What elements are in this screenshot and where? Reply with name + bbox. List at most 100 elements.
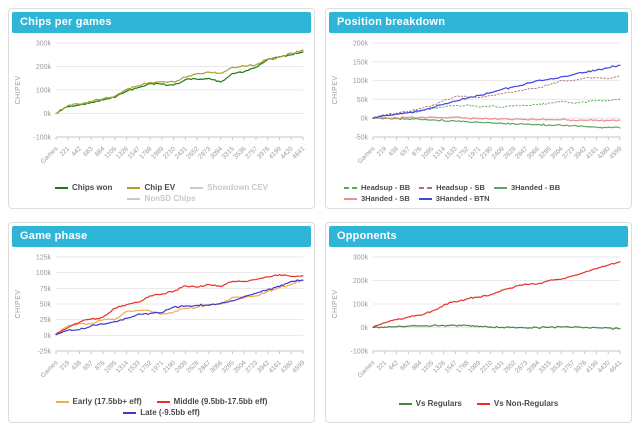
svg-text:100k: 100k: [353, 78, 369, 85]
legend-item-3handed-bb[interactable]: 3Handed - BB: [493, 183, 561, 192]
legend-swatch-3handed-bb: [493, 186, 507, 189]
svg-text:75k: 75k: [40, 286, 52, 293]
legend-item-showdown-cev[interactable]: Showdown CEV: [190, 183, 268, 192]
legend-swatch-vs-regulars: [398, 402, 412, 405]
svg-text:219: 219: [59, 359, 72, 372]
legend-label-vs-non-regulars: Vs Non-Regulars: [493, 399, 559, 408]
svg-text:CHIPEV: CHIPEV: [15, 289, 22, 318]
legend-swatch-early-17-5bb-eff: [55, 400, 69, 403]
legend-item-chip-ev[interactable]: Chip EV: [127, 183, 175, 192]
svg-text:4599: 4599: [291, 359, 306, 374]
legend-label-vs-regulars: Vs Regulars: [415, 399, 462, 408]
series-line-late-9-5bb-eff: [55, 279, 304, 336]
legend-label-chips-won: Chips won: [71, 183, 113, 192]
legend-swatch-chips-won: [54, 186, 68, 189]
chips-per-games-chart: 300k 200k 100k 0k -100k CHIPEV Games 221 442 663 8…: [11, 36, 312, 183]
panel-title: Opponents: [337, 230, 397, 242]
series-line-chips-won: [55, 51, 304, 115]
svg-text:221: 221: [376, 359, 389, 372]
game-phase-legend: Early (17.5bb+ eff) Middle (9.5bb-17.5bb …: [9, 397, 314, 422]
svg-text:200k: 200k: [353, 278, 369, 285]
svg-text:657: 657: [82, 359, 95, 372]
svg-text:-25k: -25k: [37, 349, 51, 356]
panel-title: Chips per games: [20, 16, 112, 28]
series-line-headsup-bb: [372, 98, 621, 120]
svg-text:100k: 100k: [353, 302, 369, 309]
legend-swatch-headsup-sb: [419, 186, 433, 189]
svg-text:442: 442: [387, 359, 400, 372]
svg-text:CHIPEV: CHIPEV: [15, 75, 22, 104]
position-breakdown-chart: 200k 150k 100k 50k 0k -50k CHIPEV Games 219 438 65…: [328, 36, 629, 183]
legend-item-early-17-5bb-eff[interactable]: Early (17.5bb+ eff): [55, 397, 142, 406]
legend-label-3handed-sb: 3Handed - SB: [361, 194, 410, 203]
legend-item-3handed-sb[interactable]: 3Handed - SB: [344, 194, 410, 203]
series-line-early-17-5bb-eff: [55, 279, 304, 335]
svg-text:663: 663: [399, 359, 412, 372]
legend-label-chip-ev: Chip EV: [144, 183, 176, 192]
svg-text:125k: 125k: [36, 255, 52, 262]
svg-text:25k: 25k: [40, 317, 52, 324]
svg-text:Games: Games: [40, 359, 60, 379]
legend-item-3handed-btn[interactable]: 3Handed - BTN: [418, 194, 490, 203]
series-line-chip-ev: [55, 49, 304, 115]
legend-label-headsup-bb: Headsup - BB: [361, 183, 411, 192]
svg-text:-50k: -50k: [354, 135, 368, 142]
series-line-3handed-bb: [372, 117, 621, 129]
legend-label-nonsd-chips: NonSD Chips: [144, 194, 196, 203]
legend-item-middle-9-5bb-17-5bb-eff[interactable]: Middle (9.5bb-17.5bb eff): [156, 397, 268, 406]
opponents-chart: 300k 200k 100k 0k -100k CHIPEV Games 221 442 663 8…: [328, 250, 629, 399]
legend-swatch-showdown-cev: [190, 186, 204, 189]
svg-text:200k: 200k: [36, 64, 52, 71]
legend-item-vs-non-regulars[interactable]: Vs Non-Regulars: [476, 399, 559, 408]
panel-game-phase: Game phase 125k 100k 75k 50k 25k 0k -25k CHIPEV…: [8, 222, 315, 423]
legend-item-vs-regulars[interactable]: Vs Regulars: [398, 399, 462, 408]
legend-item-nonsd-chips[interactable]: NonSD Chips: [127, 194, 196, 203]
legend-label-early-17-5bb-eff: Early (17.5bb+ eff): [72, 397, 142, 406]
series-line-3handed-sb: [372, 116, 621, 122]
legend-label-showdown-cev: Showdown CEV: [207, 183, 268, 192]
legend-item-chips-won[interactable]: Chips won: [54, 183, 113, 192]
svg-text:0k: 0k: [44, 333, 52, 340]
game-phase-chart: 125k 100k 75k 50k 25k 0k -25k CHIPEV Games 219 438…: [11, 250, 312, 397]
panel-header: Opponents: [329, 226, 628, 247]
series-line-vs-non-regulars: [372, 261, 621, 329]
panel-opponents: Opponents 300k 200k 100k 0k -100k CHIPEV Games…: [325, 222, 632, 423]
legend-item-headsup-sb[interactable]: Headsup - SB: [419, 183, 485, 192]
svg-text:657: 657: [399, 145, 412, 158]
svg-text:150k: 150k: [353, 59, 369, 66]
legend-label-late-9-5bb-eff: Late (-9.5bb eff): [140, 408, 200, 417]
legend-label-middle-9-5bb-17-5bb-eff: Middle (9.5bb-17.5bb eff): [173, 397, 268, 406]
svg-text:663: 663: [82, 145, 95, 158]
svg-text:CHIPEV: CHIPEV: [332, 75, 339, 104]
svg-text:4641: 4641: [291, 145, 306, 160]
svg-text:4599: 4599: [608, 145, 623, 160]
svg-text:0k: 0k: [361, 116, 369, 123]
panel-title: Position breakdown: [337, 16, 446, 28]
series-line-3handed-btn: [372, 64, 621, 119]
legend-item-headsup-bb[interactable]: Headsup - BB: [344, 183, 410, 192]
svg-text:50k: 50k: [40, 302, 52, 309]
series-line-middle-9-5bb-17-5bb-eff: [55, 273, 304, 335]
svg-text:438: 438: [70, 359, 83, 372]
svg-text:CHIPEV: CHIPEV: [332, 289, 339, 318]
legend-label-3handed-bb: 3Handed - BB: [510, 183, 561, 192]
svg-text:0k: 0k: [361, 325, 369, 332]
legend-item-late-9-5bb-eff[interactable]: Late (-9.5bb eff): [123, 408, 200, 417]
svg-text:219: 219: [376, 145, 389, 158]
svg-text:-100k: -100k: [33, 135, 51, 142]
svg-text:442: 442: [70, 145, 83, 158]
svg-text:50k: 50k: [357, 97, 369, 104]
chart-canvas: 200k 150k 100k 50k 0k -50k CHIPEV Games 219 438 65…: [332, 41, 624, 166]
svg-text:300k: 300k: [353, 255, 369, 262]
svg-text:4641: 4641: [608, 359, 623, 374]
legend-label-3handed-btn: 3Handed - BTN: [435, 194, 490, 203]
svg-text:Games: Games: [357, 359, 377, 379]
legend-label-headsup-sb: Headsup - SB: [436, 183, 485, 192]
svg-text:100k: 100k: [36, 270, 52, 277]
svg-text:0k: 0k: [44, 111, 52, 118]
svg-text:Games: Games: [357, 145, 377, 165]
svg-text:-100k: -100k: [350, 349, 368, 356]
